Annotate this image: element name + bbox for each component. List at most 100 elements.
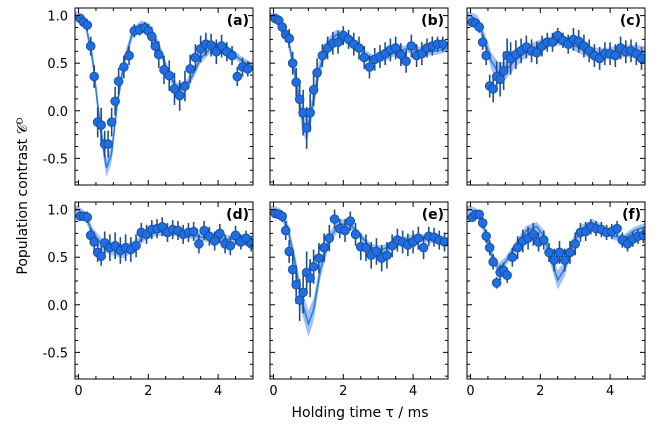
data-point	[82, 212, 93, 223]
data-point	[146, 31, 157, 42]
y-tick-label: -0.5	[43, 152, 68, 167]
panel-label: (b)	[421, 13, 444, 29]
panel-f: 0 2 4 (f)	[466, 201, 646, 399]
data-point	[284, 33, 294, 44]
data-point	[284, 246, 294, 257]
y-tick-label: 0.5	[47, 57, 68, 72]
data-point	[382, 250, 392, 261]
data-point	[345, 216, 356, 226]
x-tick-label: 2	[339, 384, 347, 399]
data-point	[294, 94, 305, 105]
x-tick-label: 0	[466, 384, 474, 399]
data-point	[333, 37, 343, 48]
data-point	[277, 22, 288, 32]
data-point	[488, 84, 498, 94]
data-point	[301, 123, 312, 133]
data-point	[291, 77, 301, 88]
plot-area	[467, 205, 645, 290]
data-point	[488, 257, 498, 267]
data-point	[312, 67, 322, 78]
data-point	[610, 50, 621, 61]
data-point	[532, 47, 542, 58]
data-point	[570, 239, 580, 249]
data-point	[153, 49, 164, 60]
data-point	[287, 264, 298, 275]
x-tick-label: 4	[214, 384, 222, 399]
plot-area	[467, 11, 645, 103]
y-tick-label: 0.0	[47, 105, 68, 120]
data-point	[495, 74, 505, 85]
data-point	[180, 81, 190, 91]
plot-area	[270, 205, 448, 338]
x-tick-label: 2	[536, 384, 544, 399]
data-point	[110, 96, 120, 107]
panel-frame	[74, 7, 254, 186]
y-tick-label: -0.5	[43, 346, 68, 361]
data-point	[96, 251, 106, 262]
data-point	[549, 255, 560, 265]
y-tick-label: 1.0	[47, 204, 68, 219]
data-point	[559, 255, 570, 265]
y-tick-label: 0.0	[47, 299, 68, 314]
data-point	[439, 237, 448, 247]
data-point	[169, 84, 180, 94]
data-point	[481, 50, 491, 61]
y-axis-label: Population contrast 𝒞ᴰ	[15, 117, 31, 274]
data-point	[190, 52, 201, 63]
data-point	[354, 43, 364, 53]
data-point	[502, 270, 512, 281]
data-point	[413, 233, 424, 243]
panel-label: (f)	[622, 207, 641, 223]
panel-a: 1.0 0.5 0.0 -0.5 (a)	[43, 7, 254, 186]
data-point	[565, 247, 575, 258]
data-point	[554, 247, 565, 258]
data-point	[361, 242, 371, 253]
data-point	[298, 287, 308, 298]
data-point	[359, 52, 370, 63]
data-point	[319, 242, 329, 253]
data-point	[538, 235, 549, 245]
data-point	[477, 218, 488, 228]
data-point	[406, 41, 417, 51]
data-point	[85, 41, 96, 51]
data-point	[484, 242, 495, 253]
data-point	[314, 253, 324, 263]
data-point	[396, 49, 406, 60]
x-tick-label: 0	[269, 384, 277, 399]
panel-frame	[269, 201, 449, 380]
data-point	[390, 43, 401, 53]
fit-band	[467, 11, 645, 84]
data-point	[308, 85, 319, 95]
data-point	[150, 41, 161, 51]
data-point	[206, 40, 216, 50]
data-point	[477, 37, 488, 48]
data-point	[512, 242, 523, 253]
panel-b: (b)	[269, 7, 449, 186]
plot-area	[270, 12, 448, 149]
panel-e: 0 2 4 (e)	[269, 201, 449, 399]
data-point	[194, 239, 204, 249]
data-point	[507, 252, 518, 262]
x-tick-label: 4	[606, 384, 614, 399]
data-point	[242, 64, 253, 74]
data-point	[324, 233, 335, 243]
y-tick-label: 0.5	[47, 251, 68, 266]
data-point	[280, 225, 291, 236]
fit-band	[75, 11, 253, 178]
data-point	[209, 236, 220, 246]
data-point	[131, 240, 141, 251]
data-point	[89, 71, 99, 82]
data-point	[230, 230, 241, 241]
data-point	[119, 62, 129, 72]
data-point	[638, 230, 645, 241]
data-point	[418, 242, 429, 253]
data-point	[317, 50, 328, 61]
data-point	[474, 22, 485, 32]
data-point	[113, 76, 124, 87]
data-point	[89, 237, 99, 247]
data-point	[246, 239, 253, 249]
data-point	[329, 214, 340, 224]
data-point	[305, 273, 315, 283]
data-point	[291, 279, 301, 290]
data-point	[371, 246, 382, 257]
